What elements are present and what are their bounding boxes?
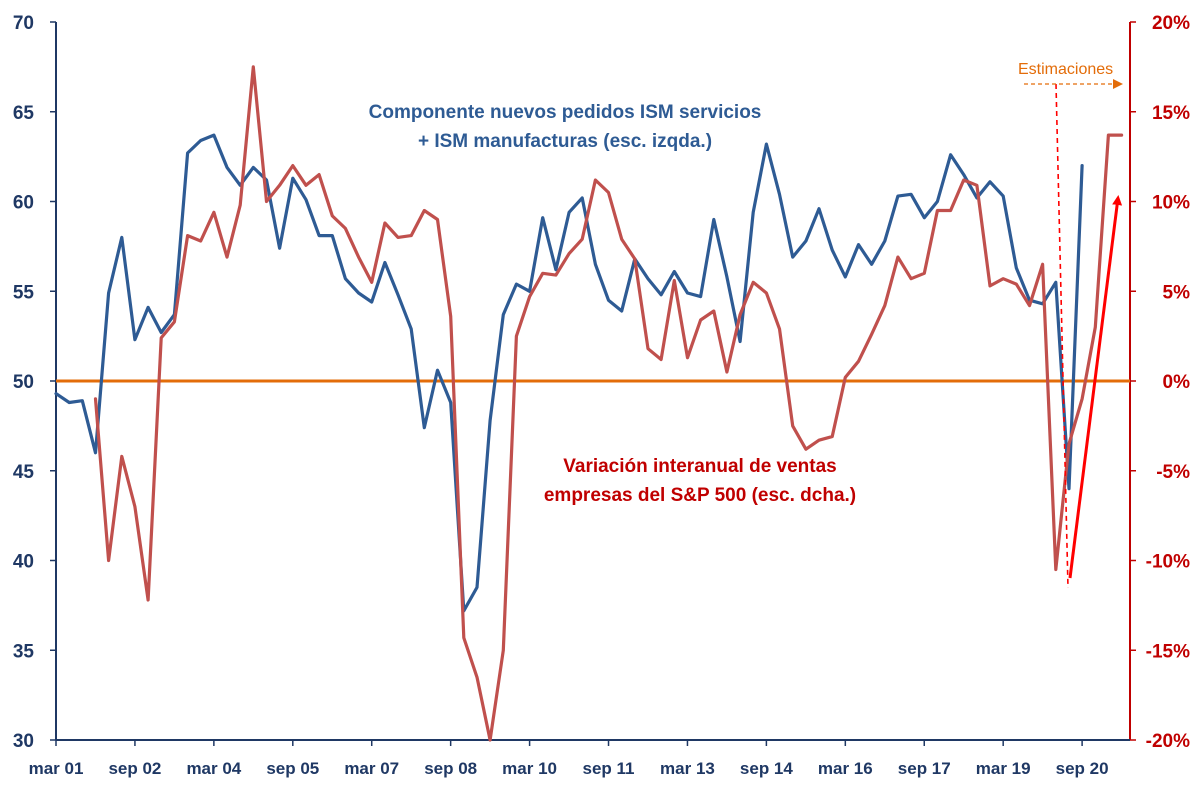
x-axis-tick-label: sep 17 xyxy=(898,759,951,778)
estimates-label: Estimaciones xyxy=(1018,61,1113,78)
ism-series-label-line2: + ISM manufacturas (esc. izqda.) xyxy=(418,131,712,152)
left-axis-tick-label: 50 xyxy=(13,372,34,393)
right-axis-tick-label: 0% xyxy=(1163,372,1191,393)
annotations: Componente nuevos pedidos ISM servicios … xyxy=(369,102,857,506)
right-axis-tick-label: 20% xyxy=(1152,13,1190,34)
left-axis-tick-label: 55 xyxy=(13,282,35,303)
tick-labels: 30 35 40 45 50 55 60 65 70 -20% -15% -10% -5% 0% 5% 10%… xyxy=(13,13,1190,778)
x-axis-tick-label: sep 14 xyxy=(740,759,793,778)
left-axis-tick-label: 45 xyxy=(13,462,35,483)
x-axis-tick-label: mar 04 xyxy=(186,759,241,778)
left-axis-tick-label: 70 xyxy=(13,13,34,34)
right-axis-tick-label: -5% xyxy=(1156,462,1190,483)
trend-arrow xyxy=(1068,195,1123,579)
x-axis-tick-label: sep 20 xyxy=(1056,759,1109,778)
right-axis-tick-label: -20% xyxy=(1146,731,1190,752)
left-axis-tick-label: 30 xyxy=(13,731,34,752)
left-axis-tick-label: 65 xyxy=(13,103,35,124)
x-axis-tick-label: mar 10 xyxy=(502,759,557,778)
ism-series-line xyxy=(54,133,1084,613)
x-axis-tick-label: mar 07 xyxy=(344,759,399,778)
right-axis-tick-label: -15% xyxy=(1146,641,1190,662)
estimates-vertical-line xyxy=(1055,83,1069,589)
x-axis-tick-label: sep 08 xyxy=(424,759,477,778)
series-layer xyxy=(54,65,1124,742)
x-axis-tick-label: sep 11 xyxy=(583,759,635,778)
ism-series-label-line1: Componente nuevos pedidos ISM servicios xyxy=(369,102,762,123)
right-axis-tick-label: 15% xyxy=(1152,103,1190,124)
right-axis-tick-label: 5% xyxy=(1163,282,1191,303)
x-axis-tick-label: sep 02 xyxy=(108,759,161,778)
sales-series-label-line2: empresas del S&P 500 (esc. dcha.) xyxy=(544,485,856,506)
sales-series-line xyxy=(93,65,1124,742)
left-axis-tick-label: 60 xyxy=(13,193,34,214)
left-axis-tick-label: 35 xyxy=(13,641,35,662)
sales-series-label-line1: Variación interanual de ventas xyxy=(563,456,837,477)
x-axis-tick-label: mar 16 xyxy=(818,759,873,778)
right-axis-tick-label: -10% xyxy=(1146,552,1190,573)
x-axis-tick-label: sep 05 xyxy=(266,759,319,778)
estimates-layer: Estimaciones xyxy=(1018,61,1123,589)
left-axis-tick-label: 40 xyxy=(13,552,34,573)
right-axis-tick-label: 10% xyxy=(1152,193,1190,214)
x-axis-tick-label: mar 19 xyxy=(976,759,1031,778)
x-axis-tick-label: mar 01 xyxy=(29,759,84,778)
x-axis-tick-label: mar 13 xyxy=(660,759,715,778)
